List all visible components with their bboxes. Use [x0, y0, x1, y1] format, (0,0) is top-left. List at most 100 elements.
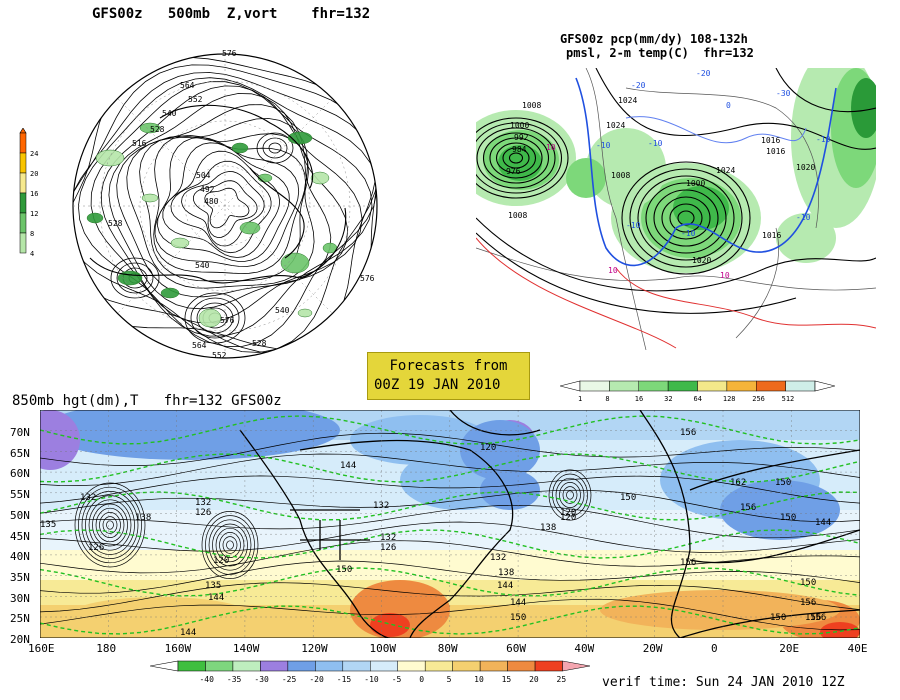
height-label: 144 [208, 593, 224, 603]
scale-precip-tick: 8 [605, 395, 609, 403]
panel-500mb-title: GFS00z 500mb Z,vort fhr=132 [92, 6, 371, 22]
panel-850mb-title: 850mb hgt(dm),T fhr=132 GFS00z [12, 393, 282, 409]
scale-precip-tick: 32 [664, 395, 672, 403]
scale-precip-tick: 128 [723, 395, 736, 403]
pressure-label: 1020 [796, 163, 815, 172]
height-label: 156 [800, 598, 816, 608]
temperature-label: 10 [720, 271, 730, 280]
scale-500mb-tick: 8 [30, 230, 34, 238]
height-label: 540 [162, 109, 177, 118]
longitude-label: 120W [301, 642, 328, 655]
height-label: 120 [560, 513, 576, 523]
latitude-label: 20N [10, 633, 30, 646]
height-label: 138 [540, 523, 556, 533]
longitude-label: 60W [506, 642, 526, 655]
temperature-label: -30 [776, 89, 791, 98]
height-label: 144 [510, 598, 526, 608]
height-label: 156 [810, 613, 826, 623]
scale-850mb-tick: -10 [364, 675, 379, 684]
pressure-label: 1008 [508, 211, 527, 220]
scale-850mb-tick: 10 [474, 675, 484, 684]
height-label: 528 [252, 339, 267, 348]
scale-500mb-tick: 16 [30, 190, 38, 198]
scale-850mb-tick: 15 [502, 675, 512, 684]
height-label: 144 [497, 581, 513, 591]
height-label: 564 [192, 341, 207, 350]
scale-500mb-tick: 24 [30, 150, 38, 158]
longitude-label: 180 [96, 642, 117, 655]
latitude-label: 70N [10, 426, 30, 439]
scale-precip: 1 8 16 32 64 128 256 512 [560, 380, 835, 403]
scale-850mb-tick: 5 [447, 675, 452, 684]
temperature-label: -10 [626, 221, 641, 230]
latitude-label: 60N [10, 467, 30, 481]
height-label: 552 [188, 95, 203, 104]
longitude-label: 0 [711, 642, 718, 655]
panel-precip-title-line1: GFS00z pcp(mm/dy) 108-132h [560, 32, 748, 46]
height-label: 150 [780, 513, 796, 523]
height-label: 126 [88, 543, 104, 553]
latitude-label: 65N [10, 446, 30, 460]
latitude-label: 35N [10, 570, 30, 584]
pressure-label: 1000 [686, 179, 705, 188]
latitude-label: 55N [10, 488, 30, 502]
forecast-origin-line2: 00Z 19 JAN 2010 [374, 377, 501, 393]
height-label: 138 [498, 568, 514, 578]
temperature-label: 10 [608, 266, 618, 275]
scale-precip-tick: 64 [694, 395, 702, 403]
height-label: 576 [360, 274, 375, 283]
latitude-label: 45N [10, 529, 30, 543]
scale-850mb-tick: -5 [392, 675, 402, 684]
height-label: 120 [213, 556, 229, 566]
pressure-label: 1020 [692, 256, 711, 265]
height-label: 135 [40, 520, 56, 530]
pressure-label: 1016 [761, 136, 780, 145]
height-label: 132 [80, 493, 96, 503]
panel-precip-title-line2: pmsl, 2-m temp(C) fhr=132 [566, 46, 754, 60]
height-label: 150 [510, 613, 526, 623]
longitude-label: 40W [574, 642, 595, 655]
verification-time: verif time: Sun 24 JAN 2010 12Z [602, 675, 845, 690]
scale-850mb-tick: 20 [529, 675, 539, 684]
height-label: 576 [222, 49, 237, 58]
map-500mb-polar: 5765645525405285165044924805765405285525… [72, 49, 378, 360]
scale-500mb-tick: 12 [30, 210, 38, 218]
height-label: 120 [560, 508, 576, 518]
temperature-label: -10 [816, 135, 831, 144]
height-label: 132 [195, 498, 211, 508]
pressure-label: 1016 [762, 231, 781, 240]
longitude-label: 160E [28, 642, 55, 655]
scale-500mb: 24 20 16 12 8 4 [19, 128, 38, 258]
longitude-label: 160W [164, 642, 192, 655]
pressure-label: 1024 [606, 121, 625, 130]
height-label: 150 [336, 565, 352, 575]
latitude-label: 25N [10, 612, 30, 626]
temperature-label: -20 [631, 81, 646, 90]
height-label: 504 [196, 171, 211, 180]
height-label: 126 [195, 508, 211, 518]
height-label: 564 [180, 81, 195, 90]
scale-850mb-tick: -15 [337, 675, 352, 684]
scale-precip-tick: 16 [635, 395, 643, 403]
height-label: 516 [132, 139, 147, 148]
longitude-label: 20E [779, 642, 800, 655]
height-label: 150 [800, 578, 816, 588]
scale-precip-tick: 1 [578, 395, 582, 403]
scale-850mb-tick: -35 [227, 675, 242, 684]
scale-850mb-tick: 25 [557, 675, 567, 684]
scale-precip-tick: 512 [782, 395, 795, 403]
pressure-label: 1024 [618, 96, 637, 105]
pressure-label: 992 [514, 133, 529, 142]
pressure-label: 1016 [766, 147, 785, 156]
pressure-label: 976 [506, 167, 521, 176]
height-label: 144 [340, 461, 356, 471]
forecast-origin-line1: Forecasts from [389, 358, 508, 374]
height-label: 528 [150, 125, 165, 134]
longitude-label: 40E [847, 642, 868, 655]
height-label: 540 [275, 306, 290, 315]
temperature-label: -20 [696, 69, 711, 78]
scale-850mb-tick: -25 [282, 675, 297, 684]
longitude-label: 140W [232, 642, 260, 655]
height-label: 144 [815, 518, 831, 528]
temperature-label: 10 [546, 143, 556, 152]
